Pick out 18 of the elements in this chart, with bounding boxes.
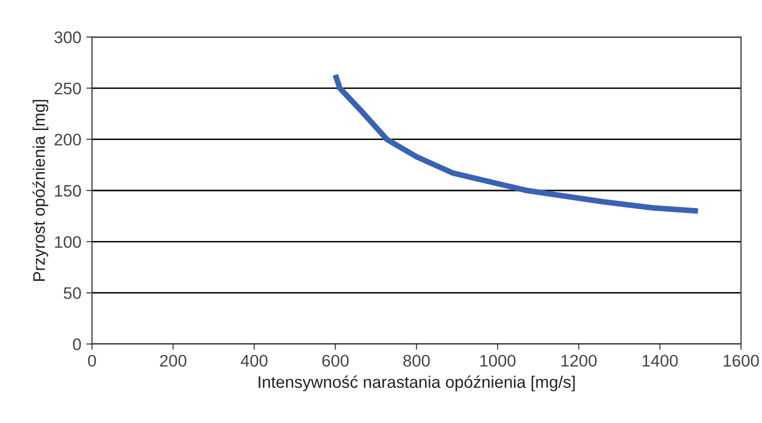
y-axis-title: Przyrost opóźnienia [mg]: [32, 100, 48, 281]
x-tick-label: 1000: [480, 354, 516, 367]
x-tick-label: 800: [403, 354, 430, 367]
x-tick-label: 1400: [642, 354, 678, 367]
y-tick-label: 200: [54, 134, 81, 146]
x-tick-label: 1600: [724, 354, 759, 367]
x-tick-label: 200: [160, 354, 186, 367]
x-tick-label: 1200: [561, 354, 597, 367]
x-axis-title: Intensywność narastania opóźnienia [mg/s]: [258, 376, 575, 392]
y-tick-label: 100: [55, 236, 81, 248]
y-tick-label: 0: [72, 338, 81, 350]
y-tick-label: 50: [64, 287, 81, 300]
y-tick-label: 250: [54, 82, 81, 94]
x-tick-label: 600: [322, 354, 349, 367]
y-tick-label: 150: [55, 184, 81, 197]
y-tick-label: 300: [54, 31, 81, 44]
x-tick-label: 400: [240, 354, 268, 367]
x-tick-label: 0: [88, 354, 96, 367]
